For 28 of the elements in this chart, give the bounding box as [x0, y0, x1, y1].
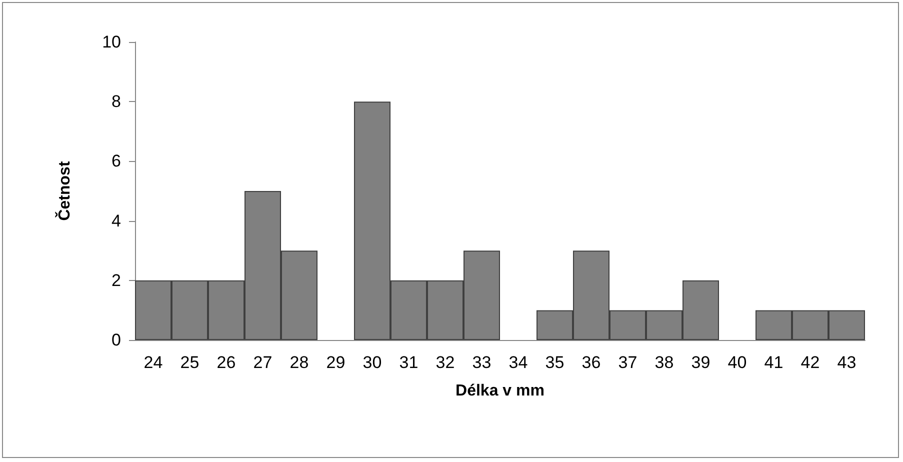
x-tick-label: 33	[472, 353, 492, 372]
x-tick-label: 31	[399, 353, 418, 372]
x-tick-label: 29	[326, 353, 346, 372]
x-tick-label: 40	[728, 353, 747, 372]
x-tick-label: 43	[837, 353, 856, 372]
y-axis-title: Četnost	[54, 160, 74, 221]
x-tick-label: 37	[618, 353, 638, 372]
x-tick-label: 24	[144, 353, 163, 372]
x-tick-label: 34	[508, 353, 528, 372]
y-tick-label: 10	[102, 32, 121, 52]
y-tick-label: 2	[112, 270, 121, 290]
x-tick-label: 27	[253, 353, 272, 372]
y-tick-label: 4	[112, 211, 121, 230]
x-tick-label: 41	[764, 353, 784, 372]
x-tick-label: 36	[582, 353, 601, 372]
y-tick-label: 8	[112, 92, 121, 112]
x-tick-label: 42	[800, 353, 820, 372]
x-tick-label: 35	[545, 353, 564, 372]
x-tick-label: 38	[654, 353, 674, 372]
x-tick-label: 25	[180, 353, 200, 372]
x-tick-label: 30	[362, 353, 382, 372]
x-tick-label: 26	[216, 353, 236, 372]
x-axis-title: Délka v mm	[456, 382, 544, 400]
x-tick-label: 32	[436, 353, 455, 372]
y-tick-label: 0	[112, 330, 121, 350]
x-tick-label: 28	[290, 353, 309, 372]
x-tick-label: 39	[691, 353, 710, 372]
y-tick-label: 6	[112, 152, 121, 171]
